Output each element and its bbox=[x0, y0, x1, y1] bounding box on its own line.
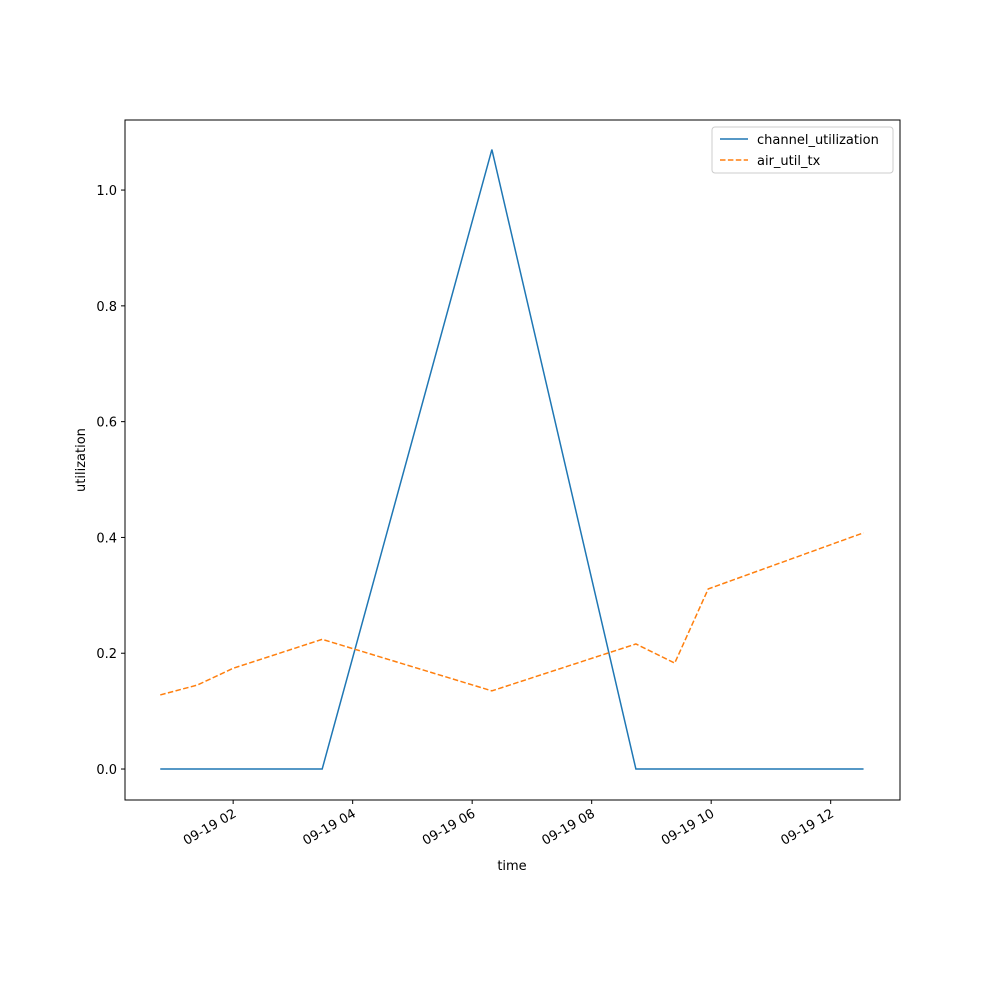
y-tick-label: 0.8 bbox=[96, 300, 117, 315]
x-tick-label: 09-19 08 bbox=[540, 806, 598, 848]
legend-box bbox=[711, 126, 894, 174]
y-tick-label: 0.0 bbox=[96, 763, 117, 778]
plot-frame bbox=[124, 119, 901, 801]
legend-label: air_util_tx bbox=[757, 154, 821, 169]
y-tick-label: 1.0 bbox=[96, 184, 117, 199]
y-tick-label: 0.2 bbox=[96, 647, 117, 662]
x-tick-label: 09-19 02 bbox=[181, 806, 239, 848]
x-tick-label: 09-19 06 bbox=[420, 806, 478, 848]
y-tick-label: 0.4 bbox=[96, 531, 117, 546]
x-axis-label: time bbox=[497, 859, 526, 874]
line-series bbox=[160, 149, 864, 770]
y-axis-label: utilization bbox=[74, 428, 89, 492]
x-tick-label: 09-19 10 bbox=[659, 806, 717, 848]
legend-label: channel_utilization bbox=[757, 133, 879, 148]
y-tick-label: 0.6 bbox=[96, 416, 117, 431]
x-tick-label: 09-19 04 bbox=[301, 806, 359, 848]
x-tick-label: 09-19 12 bbox=[779, 806, 837, 848]
line-series bbox=[160, 532, 864, 696]
